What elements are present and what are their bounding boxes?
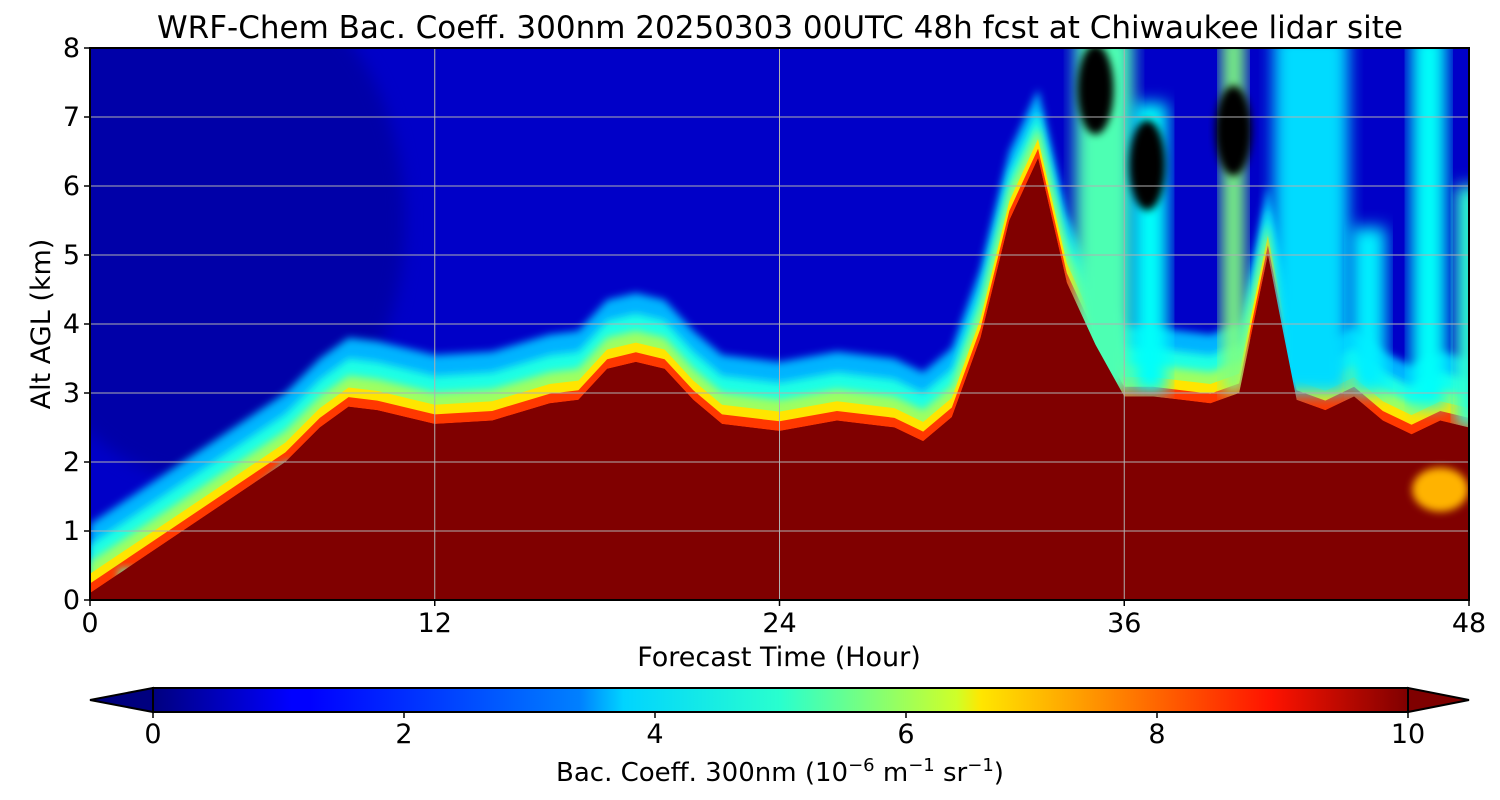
colorbar-tick-label: 2	[395, 719, 412, 750]
x-axis-label: Forecast Time (Hour)	[637, 642, 921, 673]
aloft-feature-1	[1077, 48, 1114, 135]
pocket-feature	[1412, 467, 1469, 512]
y-tick-label: 0	[63, 585, 80, 616]
chart-title: WRF-Chem Bac. Coeff. 300nm 20250303 00UT…	[157, 10, 1403, 46]
colorbar-extend-max	[1407, 686, 1470, 714]
x-axis: 0 12 24 36 48	[81, 600, 1486, 639]
colorbar-tick-label: 8	[1148, 719, 1165, 750]
y-tick-label: 1	[63, 516, 80, 547]
x-tick-label: 48	[1452, 608, 1486, 639]
x-tick-label: 12	[418, 608, 452, 639]
plume-6	[1411, 48, 1447, 407]
colorbar-tick-label: 0	[144, 719, 161, 750]
y-tick-label: 7	[63, 102, 80, 133]
y-tick-label: 4	[63, 309, 80, 340]
colorbar-gradient	[152, 687, 1409, 713]
y-tick-label: 8	[63, 33, 80, 64]
colorbar-label: Bac. Coeff. 300nm (10−6 m−1 sr−1)	[556, 755, 1004, 788]
colorbar-ticks: 0 2 4 6 8 10	[144, 712, 1425, 750]
aloft-feature-3	[1215, 85, 1252, 176]
colorbar-tick-label: 6	[897, 719, 914, 750]
y-axis-label: Alt AGL (km)	[26, 239, 57, 410]
colorbar-tick-label: 10	[1391, 719, 1425, 750]
y-tick-label: 2	[63, 447, 80, 478]
x-tick-label: 36	[1107, 608, 1141, 639]
y-tick-label: 5	[63, 240, 80, 271]
y-tick-label: 6	[63, 171, 80, 202]
aloft-feature-2	[1129, 120, 1166, 211]
colorbar: 0 2 4 6 8 10 Bac. Coeff. 300nm (10−6 m−1 sr−1…	[89, 686, 1470, 788]
y-tick-label: 3	[63, 378, 80, 409]
colorbar-tick-label: 4	[646, 719, 663, 750]
colorbar-extend-min	[89, 686, 154, 714]
plot-area	[90, 48, 1469, 600]
plume-7	[1456, 186, 1469, 428]
plume-4	[1273, 48, 1349, 393]
x-tick-label: 24	[762, 608, 796, 639]
y-axis: 0 1 2 3 4 5 6 7 8	[63, 33, 90, 616]
x-tick-label: 0	[81, 608, 98, 639]
plume-5	[1351, 227, 1386, 393]
